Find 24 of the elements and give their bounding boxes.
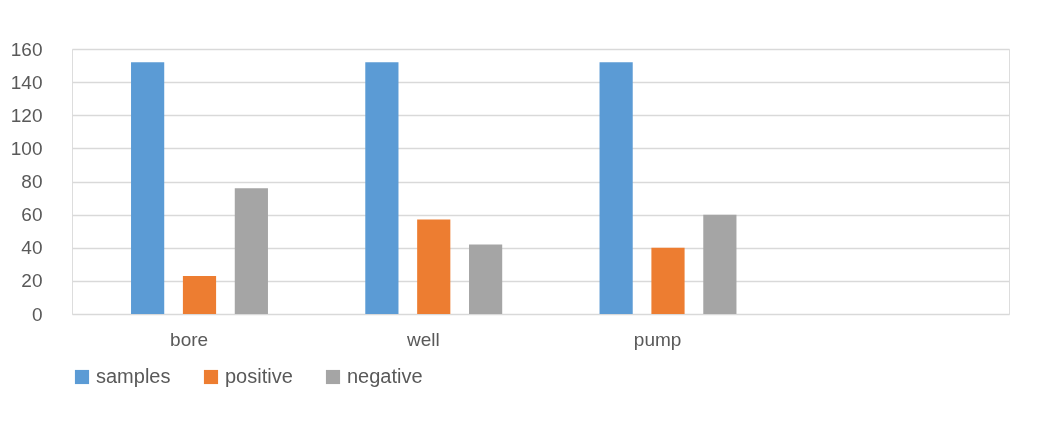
bar	[703, 214, 737, 314]
y-tick-label: 160	[10, 38, 43, 60]
y-tick-label: 120	[10, 104, 43, 126]
bar	[599, 62, 633, 314]
y-tick-label: 100	[10, 137, 43, 159]
legend-label: samples	[96, 365, 171, 387]
bar	[182, 275, 217, 314]
y-tick-label: 60	[21, 204, 43, 226]
x-tick-label: pump	[633, 328, 682, 350]
bar	[131, 62, 165, 314]
bar	[417, 219, 451, 314]
bar	[651, 247, 685, 314]
x-tick-label: well	[406, 328, 440, 350]
legend-label: positive	[225, 365, 293, 387]
bar	[234, 188, 268, 314]
y-tick-label: 0	[31, 303, 43, 325]
y-tick-label: 140	[10, 71, 43, 93]
bar	[469, 244, 503, 314]
x-tick-label: bore	[170, 328, 209, 350]
bar	[365, 62, 399, 314]
y-tick-label: 80	[21, 171, 43, 192]
y-tick-label: 20	[21, 270, 43, 292]
legend-label: negative	[347, 365, 423, 387]
y-tick-label: 40	[21, 237, 43, 259]
